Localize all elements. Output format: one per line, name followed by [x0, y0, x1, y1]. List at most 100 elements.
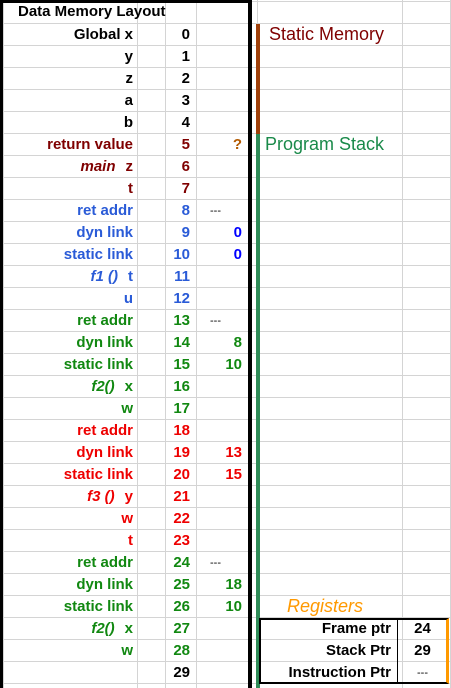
memory-label[interactable]: ret addr	[3, 310, 137, 332]
memory-address[interactable]: 13	[173, 312, 190, 329]
memory-address[interactable]: 26	[173, 598, 190, 615]
memory-value[interactable]: ?	[232, 136, 242, 153]
grid-line-vertical	[137, 0, 138, 688]
register-value[interactable]: 24	[397, 618, 447, 640]
memory-label[interactable]: static link	[3, 596, 137, 618]
memory-label[interactable]: y	[3, 46, 137, 68]
memory-address[interactable]: 11	[174, 268, 190, 285]
memory-label[interactable]: ret addr	[3, 420, 137, 442]
memory-label[interactable]: t	[3, 530, 137, 552]
memory-address[interactable]: 7	[181, 180, 190, 197]
memory-value[interactable]	[196, 68, 248, 90]
memory-label[interactable]: b	[3, 112, 137, 134]
memory-value[interactable]	[196, 178, 248, 200]
memory-label[interactable]: static link	[3, 354, 137, 376]
memory-value[interactable]: 0	[233, 224, 242, 241]
memory-label[interactable]: a	[3, 90, 137, 112]
memory-label[interactable]: w	[3, 508, 137, 530]
memory-value[interactable]: 13	[225, 444, 242, 461]
memory-address[interactable]: 25	[173, 576, 190, 593]
memory-address[interactable]: 17	[173, 400, 190, 417]
register-value[interactable]: ---	[397, 662, 447, 684]
memory-value[interactable]: 10	[225, 598, 242, 615]
memory-value[interactable]	[196, 112, 248, 134]
memory-label[interactable]: f2() x	[3, 618, 137, 640]
memory-address[interactable]: 4	[181, 114, 190, 131]
memory-value[interactable]	[196, 420, 248, 442]
memory-address[interactable]: 3	[181, 92, 190, 109]
memory-address[interactable]: 20	[173, 466, 190, 483]
memory-value[interactable]	[196, 508, 248, 530]
memory-value[interactable]	[196, 662, 248, 684]
function-name: f2()	[91, 620, 115, 637]
memory-label[interactable]: t	[3, 178, 137, 200]
memory-address[interactable]: 15	[173, 356, 190, 373]
memory-value[interactable]: ---	[210, 205, 221, 217]
memory-value[interactable]	[196, 288, 248, 310]
memory-label[interactable]: static link	[3, 244, 137, 266]
memory-address[interactable]: 21	[173, 488, 190, 505]
memory-value[interactable]	[196, 618, 248, 640]
memory-value[interactable]: 8	[233, 334, 242, 351]
memory-value[interactable]	[196, 156, 248, 178]
memory-value[interactable]	[196, 90, 248, 112]
register-value[interactable]: 29	[397, 640, 447, 662]
variable-name: ret addr	[77, 422, 133, 439]
memory-address[interactable]: 12	[173, 290, 190, 307]
variable-name: u	[123, 290, 133, 307]
memory-address[interactable]: 2	[181, 70, 190, 87]
grid-line-horizontal	[0, 45, 451, 46]
memory-address[interactable]: 28	[173, 642, 190, 659]
memory-label[interactable]: ret addr	[3, 200, 137, 222]
memory-address[interactable]: 27	[173, 620, 190, 637]
memory-label[interactable]: Global x	[3, 24, 137, 46]
memory-value[interactable]	[196, 24, 248, 46]
memory-label[interactable]: z	[3, 68, 137, 90]
memory-label[interactable]: return value	[3, 134, 137, 156]
memory-address[interactable]: 10	[173, 246, 190, 263]
memory-label[interactable]: main z	[3, 156, 137, 178]
memory-value[interactable]	[196, 640, 248, 662]
memory-address[interactable]: 18	[173, 422, 190, 439]
memory-address[interactable]: 16	[173, 378, 190, 395]
memory-address[interactable]: 29	[173, 664, 190, 681]
memory-value[interactable]	[196, 398, 248, 420]
memory-value[interactable]: ---	[210, 315, 221, 327]
memory-address[interactable]: 0	[181, 26, 190, 43]
variable-name: dyn link	[76, 444, 133, 461]
memory-address[interactable]: 5	[181, 136, 190, 153]
memory-value[interactable]: 0	[233, 246, 242, 263]
memory-address[interactable]: 14	[173, 334, 190, 351]
memory-label[interactable]: dyn link	[3, 574, 137, 596]
memory-value[interactable]: 18	[225, 576, 242, 593]
grid-line-horizontal	[0, 243, 451, 244]
memory-label[interactable]: u	[3, 288, 137, 310]
memory-address[interactable]: 23	[173, 532, 190, 549]
memory-label[interactable]: dyn link	[3, 332, 137, 354]
memory-value[interactable]: 15	[225, 466, 242, 483]
memory-address[interactable]: 8	[181, 202, 190, 219]
memory-label[interactable]: w	[3, 640, 137, 662]
memory-label[interactable]: dyn link	[3, 442, 137, 464]
memory-label[interactable]	[3, 662, 137, 684]
memory-label[interactable]: f2() x	[3, 376, 137, 398]
memory-label[interactable]: f1 () t	[3, 266, 137, 288]
memory-value[interactable]	[196, 46, 248, 68]
memory-label[interactable]: static link	[3, 464, 137, 486]
memory-value[interactable]	[196, 376, 248, 398]
memory-address[interactable]: 22	[173, 510, 190, 527]
memory-value[interactable]	[196, 530, 248, 552]
memory-label[interactable]: w	[3, 398, 137, 420]
memory-value[interactable]: ---	[210, 557, 221, 569]
memory-address[interactable]: 19	[173, 444, 190, 461]
memory-value[interactable]	[196, 266, 248, 288]
memory-address[interactable]: 24	[173, 554, 190, 571]
memory-address[interactable]: 9	[181, 224, 190, 241]
memory-label[interactable]: dyn link	[3, 222, 137, 244]
memory-value[interactable]	[196, 486, 248, 508]
memory-value[interactable]: 10	[225, 356, 242, 373]
memory-label[interactable]: f3 () y	[3, 486, 137, 508]
memory-address[interactable]: 1	[181, 48, 190, 65]
memory-address[interactable]: 6	[181, 158, 190, 175]
memory-label[interactable]: ret addr	[3, 552, 137, 574]
